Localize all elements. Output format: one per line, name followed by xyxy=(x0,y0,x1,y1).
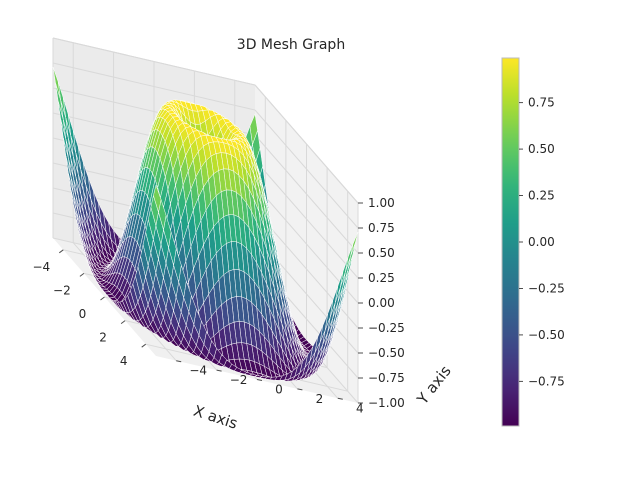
z-tick-label: 0.75 xyxy=(368,221,395,235)
colorbar-bar xyxy=(501,57,520,427)
colorbar-ticks: −0.75 −0.50 −0.25 0.00 0.25 0.50 0.75 xyxy=(519,96,565,388)
y-axis-label: Y axis xyxy=(413,362,455,409)
z-tick-label: 0.00 xyxy=(368,296,395,310)
y-tick-mark xyxy=(297,388,303,391)
grid-z-back xyxy=(254,109,359,229)
x-tick-mark xyxy=(120,320,126,325)
pane-edge xyxy=(254,84,359,204)
grid-z-back xyxy=(254,159,359,279)
colorbar-tick-label: 0.25 xyxy=(528,189,555,203)
x-tick-label: −4 xyxy=(32,260,50,274)
z-tick-label: 0.50 xyxy=(368,246,395,260)
grid-z-left xyxy=(52,62,256,111)
z-tick-label: 0.25 xyxy=(368,271,395,285)
y-tick-mark xyxy=(337,397,343,400)
colorbar-tick-label: −0.50 xyxy=(528,328,565,342)
x-tick-label: 4 xyxy=(120,354,128,368)
x-tick-mark xyxy=(141,343,146,348)
x-tick-label: 2 xyxy=(99,331,107,345)
z-tick-label: −0.25 xyxy=(368,321,405,335)
x-axis-label: X axis xyxy=(191,402,240,433)
pane-edge xyxy=(52,37,256,86)
mesh-face xyxy=(153,184,162,213)
colorbar-tick-label: 0.50 xyxy=(528,142,555,156)
x-tick-mark xyxy=(79,272,85,277)
colorbar-tick-label: −0.75 xyxy=(528,374,565,388)
y-tick-label: 4 xyxy=(356,401,364,415)
surface-mesh xyxy=(52,66,359,382)
z-tick-label: 1.00 xyxy=(368,196,395,210)
y-tick-mark xyxy=(256,379,263,381)
y-tick-label: 0 xyxy=(275,383,283,397)
y-tick-label: 2 xyxy=(316,392,324,406)
y-tick-label: −4 xyxy=(189,364,207,378)
y-tick-mark xyxy=(176,360,182,363)
colorbar-tick-label: 0.75 xyxy=(528,96,555,110)
x-tick-mark xyxy=(58,249,64,254)
z-tick-label: −1.00 xyxy=(368,396,405,410)
x-tick-label: −2 xyxy=(53,283,71,297)
x-tick-label: 0 xyxy=(79,307,87,321)
y-tick-label: −2 xyxy=(230,373,248,387)
colorbar-tick-label: −0.25 xyxy=(528,282,565,296)
z-tick-label: −0.75 xyxy=(368,371,405,385)
y-tick-mark xyxy=(216,369,222,372)
colorbar: −0.75 −0.50 −0.25 0.00 0.25 0.50 0.75 xyxy=(501,57,565,427)
colorbar-tick-label: 0.00 xyxy=(528,235,555,249)
x-tick-mark xyxy=(100,296,105,301)
chart-title: 3D Mesh Graph xyxy=(237,37,345,53)
z-tick-label: −0.50 xyxy=(368,346,405,360)
grid-z-back xyxy=(254,134,359,254)
